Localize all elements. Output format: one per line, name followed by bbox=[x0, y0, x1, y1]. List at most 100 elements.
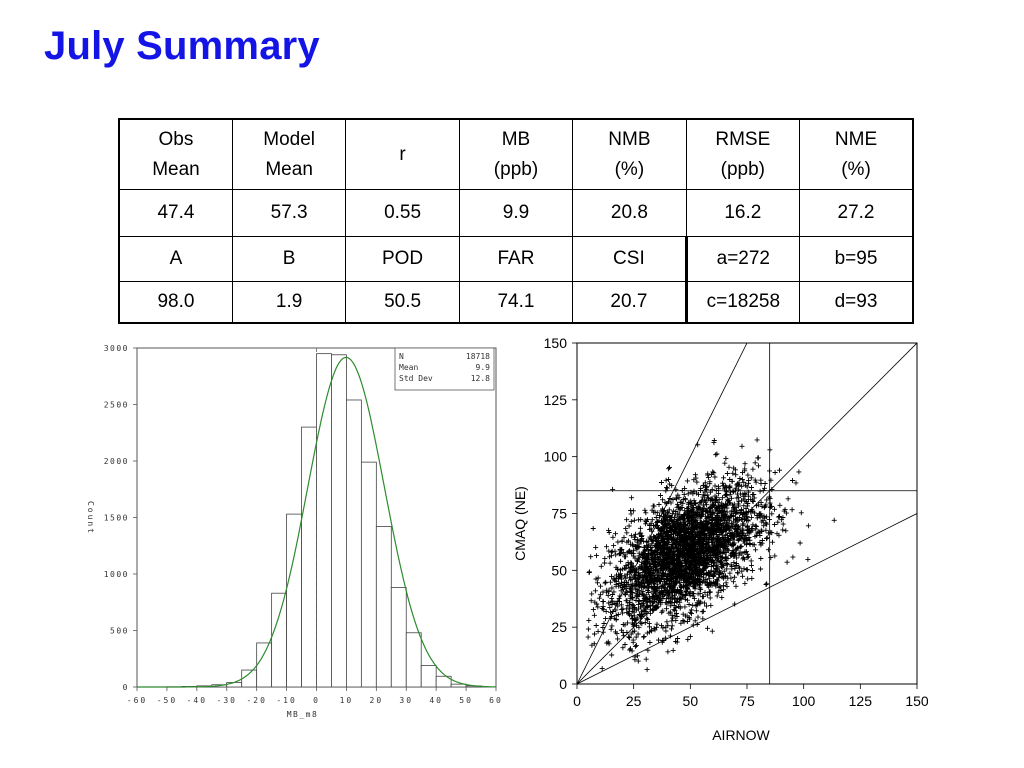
cell-pod: 50.5 bbox=[345, 281, 460, 324]
y-tick-label: 25 bbox=[551, 619, 567, 635]
header-obs-mean: Obs Mean bbox=[118, 118, 233, 190]
x-tick-label: 0 bbox=[573, 693, 581, 709]
x-tick-label: 30 bbox=[399, 696, 413, 705]
histogram-bar bbox=[256, 642, 273, 688]
x-tick-label: 10 bbox=[340, 696, 354, 705]
histogram-bar bbox=[435, 675, 452, 688]
stats-label: N bbox=[399, 352, 404, 361]
histogram-bar bbox=[316, 353, 332, 688]
header-rmse: RMSE (ppb) bbox=[685, 118, 801, 190]
table-row: 98.0 1.9 50.5 74.1 20.7 c=18258 d=93 bbox=[118, 281, 914, 324]
stats-box bbox=[394, 347, 495, 391]
x-axis-label: AIRNOW bbox=[712, 727, 770, 743]
y-tick-label: 125 bbox=[544, 392, 568, 408]
cell-r: 0.55 bbox=[345, 189, 460, 237]
y-axis-label: CMAQ (NE) bbox=[512, 486, 528, 561]
x-tick-label: -30 bbox=[217, 696, 237, 705]
cell-contingency-a: a=272 bbox=[684, 236, 801, 282]
y-tick-label: 75 bbox=[551, 506, 567, 522]
x-tick-label: -60 bbox=[127, 696, 147, 705]
y-tick-label: 500 bbox=[110, 627, 129, 636]
scatter-points bbox=[577, 343, 917, 684]
y-tick-label: 50 bbox=[551, 562, 567, 578]
header-nmb: NMB (%) bbox=[572, 118, 687, 190]
x-tick-label: 0 bbox=[313, 696, 320, 705]
cell-mb: 9.9 bbox=[458, 189, 574, 237]
y-tick-label: 0 bbox=[123, 683, 129, 692]
x-tick-label: 100 bbox=[792, 693, 816, 709]
reference-line bbox=[577, 343, 748, 684]
histogram-bar bbox=[390, 587, 407, 688]
cell-rmse: 16.2 bbox=[685, 189, 801, 237]
x-axis-label: MB_m8 bbox=[287, 710, 319, 719]
histogram-bar bbox=[241, 669, 258, 688]
header-far: FAR bbox=[458, 236, 574, 282]
y-axis-label: Count bbox=[86, 501, 95, 535]
scatter-plot: 0 25 50 75 100 125 150 0 25 50 75 100 125 150 AIRNOW CM… bbox=[512, 336, 928, 743]
cell-nmb: 20.8 bbox=[572, 189, 687, 237]
statistics-table: Obs Mean Model Mean r MB (ppb) NMB (%) RMSE(… bbox=[118, 118, 914, 324]
normal-fit-curve bbox=[137, 356, 496, 688]
page-title: July Summary bbox=[44, 24, 320, 68]
y-tick-label: 3000 bbox=[104, 344, 129, 353]
header-csi: CSI bbox=[572, 236, 687, 282]
header-model-mean: Model Mean bbox=[231, 118, 347, 190]
x-tick-label: 125 bbox=[849, 693, 873, 709]
cell-contingency-d: d=93 bbox=[799, 281, 914, 324]
y-tick-label: 2000 bbox=[104, 457, 129, 466]
x-tick-label: 20 bbox=[370, 696, 384, 705]
header-a: A bbox=[118, 236, 233, 282]
histogram-bar bbox=[346, 399, 362, 688]
cell-obs-mean: 47.4 bbox=[118, 189, 233, 237]
histogram-bar bbox=[226, 682, 243, 688]
cell-contingency-b: b=95 bbox=[799, 236, 914, 282]
cell-csi: 20.7 bbox=[572, 281, 687, 324]
cell-contingency-c: c=18258 bbox=[684, 281, 801, 324]
stats-value: 9.9 bbox=[476, 363, 491, 372]
histogram-bar bbox=[360, 461, 377, 688]
x-tick-label: -10 bbox=[276, 696, 296, 705]
reference-line bbox=[577, 513, 917, 684]
cell-a: 98.0 bbox=[118, 281, 233, 324]
x-tick-label: 60 bbox=[489, 696, 502, 705]
stats-label: Std Dev bbox=[399, 374, 433, 383]
header-b: B bbox=[231, 236, 347, 282]
y-tick-label: 150 bbox=[544, 336, 568, 351]
scatter-marks bbox=[585, 437, 837, 673]
stats-label: Mean bbox=[399, 363, 418, 372]
cell-model-mean: 57.3 bbox=[231, 189, 347, 237]
x-tick-label: -20 bbox=[246, 696, 266, 705]
histogram-bar bbox=[286, 513, 302, 688]
header-pod: POD bbox=[345, 236, 460, 282]
x-tick-label: 50 bbox=[683, 693, 699, 709]
histogram-bar bbox=[405, 632, 422, 688]
histogram-bar bbox=[301, 426, 317, 688]
table-row: Obs Mean Model Mean r MB (ppb) NMB (%) RMSE(… bbox=[118, 118, 914, 190]
histogram-bar bbox=[375, 526, 392, 688]
x-tick-label: 50 bbox=[459, 696, 473, 705]
table-row: 47.4 57.3 0.55 9.9 20.8 16.2 27.2 bbox=[118, 189, 914, 237]
x-tick-label: 75 bbox=[739, 693, 755, 709]
x-tick-label: 40 bbox=[429, 696, 443, 705]
y-tick-label: 1500 bbox=[104, 514, 129, 523]
cell-far: 74.1 bbox=[458, 281, 574, 324]
x-tick-label: -50 bbox=[157, 696, 177, 705]
cell-b: 1.9 bbox=[231, 281, 347, 324]
header-mb: MB (ppb) bbox=[458, 118, 574, 190]
stats-value: 12.8 bbox=[471, 374, 490, 383]
histogram-bar bbox=[331, 354, 347, 688]
x-tick-label: -40 bbox=[187, 696, 207, 705]
histogram-bar bbox=[420, 665, 437, 688]
header-nme: NME (%) bbox=[799, 118, 914, 190]
x-tick-label: 25 bbox=[626, 693, 642, 709]
x-tick-label: 150 bbox=[905, 693, 928, 709]
y-tick-label: 100 bbox=[544, 449, 568, 465]
reference-line bbox=[577, 343, 917, 684]
header-r: r bbox=[345, 118, 460, 190]
y-tick-label: 0 bbox=[559, 676, 567, 692]
table-row: A B POD FAR CSI a=272 b=95 bbox=[118, 236, 914, 282]
y-tick-label: 1000 bbox=[104, 570, 129, 579]
y-tick-label: 2500 bbox=[104, 401, 129, 410]
stats-value: 18718 bbox=[466, 352, 490, 361]
histogram-bar bbox=[271, 592, 287, 688]
